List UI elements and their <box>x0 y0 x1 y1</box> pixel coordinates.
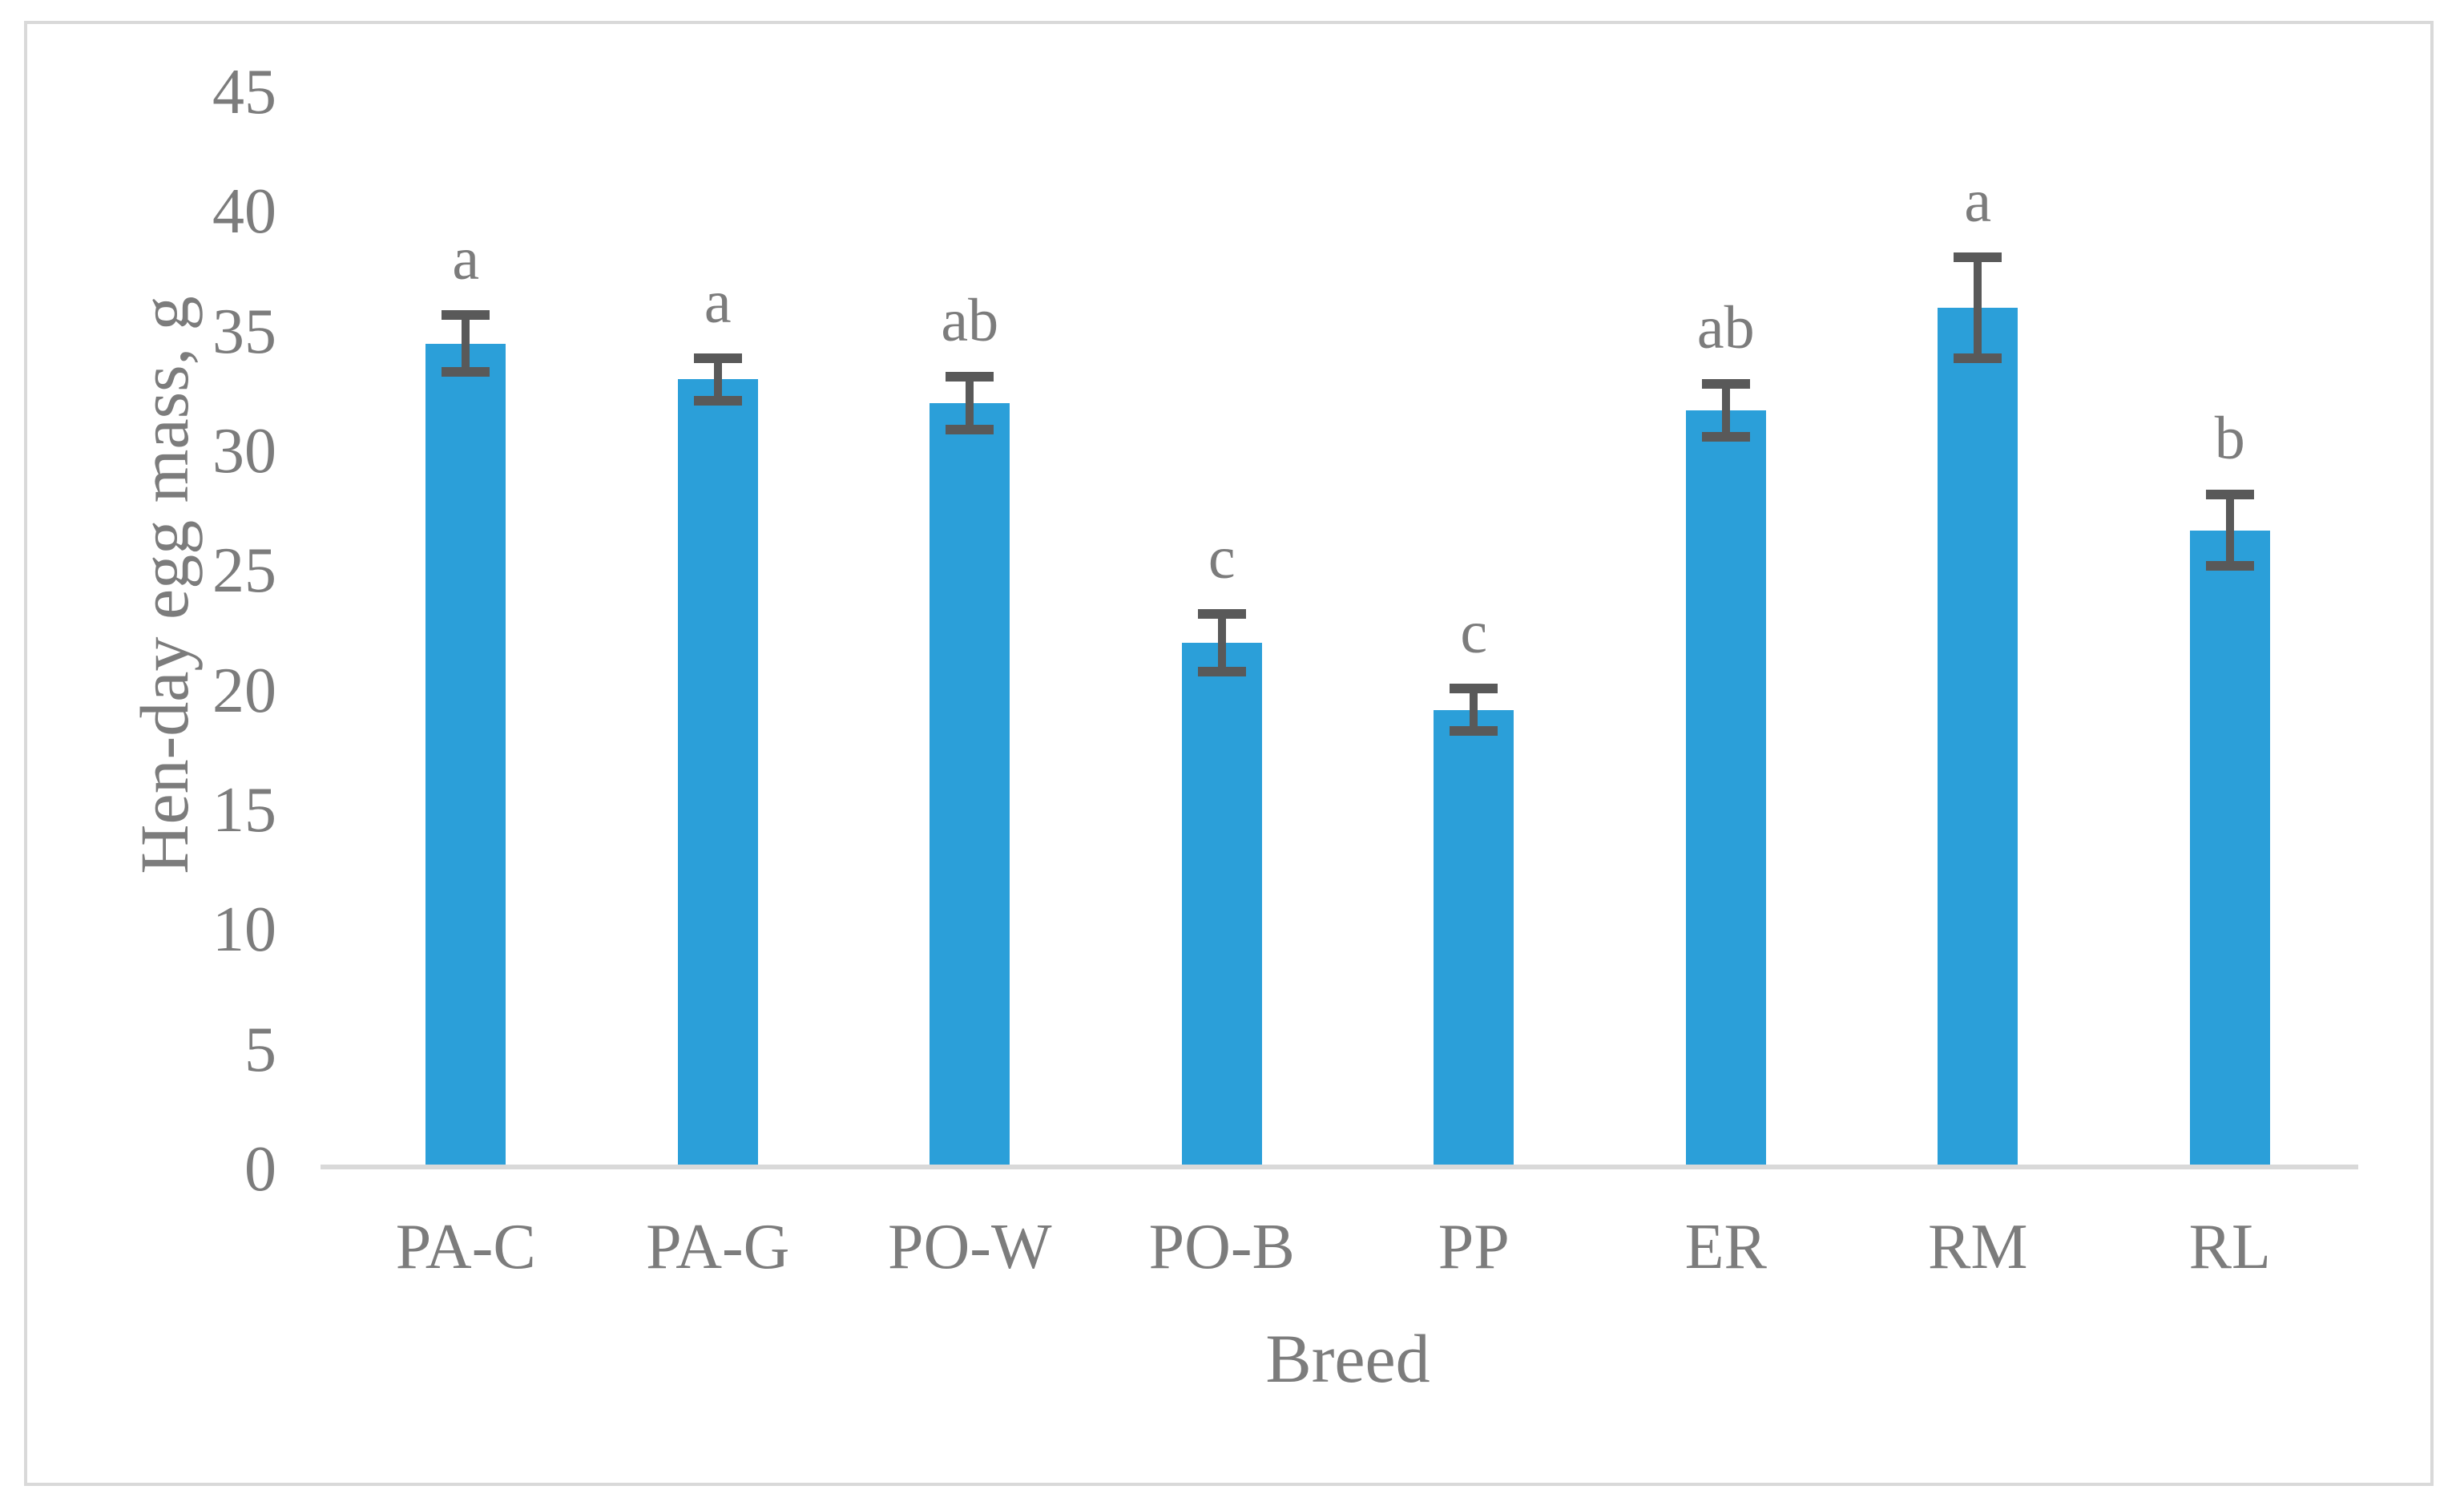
y-tick-label: 25 <box>212 535 276 607</box>
bar <box>1685 410 1766 1169</box>
y-tick-label: 0 <box>244 1134 276 1205</box>
error-bar-cap-bottom <box>1450 726 1498 737</box>
error-bar-line <box>966 377 974 430</box>
error-bar-cap-top <box>693 353 742 363</box>
category-label: RM <box>1928 1212 2028 1282</box>
y-tick-label: 20 <box>212 655 276 726</box>
y-tick-label: 30 <box>212 416 276 487</box>
y-tick-label: 40 <box>212 176 276 248</box>
figure-border <box>24 21 2434 1486</box>
significance-letter: a <box>704 268 732 336</box>
error-bar-cap-bottom <box>1954 353 2002 363</box>
bar <box>677 379 758 1169</box>
bar <box>1938 307 2018 1169</box>
error-bar-line <box>1470 688 1478 732</box>
error-bar-cap-top <box>442 309 490 320</box>
error-bar-line <box>1974 257 1982 358</box>
category-label: PO-W <box>888 1212 1052 1282</box>
error-bar-line <box>713 357 722 402</box>
error-bar-cap-top <box>1450 683 1498 693</box>
bar <box>2189 530 2270 1169</box>
error-bar-cap-bottom <box>2205 561 2254 571</box>
error-bar-cap-top <box>1954 252 2002 263</box>
bar <box>930 403 1010 1169</box>
category-label: RL <box>2188 1212 2271 1282</box>
significance-letter: b <box>2214 404 2245 472</box>
x-axis-title: Breed <box>1265 1320 1430 1397</box>
y-tick-label: 45 <box>212 57 276 127</box>
category-label: ER <box>1684 1212 1767 1282</box>
category-label: PP <box>1438 1212 1510 1282</box>
significance-letter: a <box>452 224 480 293</box>
error-bar-cap-bottom <box>442 367 490 378</box>
significance-letter: c <box>1208 524 1236 592</box>
error-bar-line <box>1217 614 1226 672</box>
error-bar-cap-top <box>1197 609 1246 620</box>
error-bar-line <box>2225 494 2234 567</box>
error-bar-line <box>1721 384 1730 438</box>
significance-letter: a <box>1964 168 1992 236</box>
significance-letter: c <box>1460 598 1488 666</box>
category-label: PA-C <box>395 1212 536 1282</box>
y-tick-label: 5 <box>244 1014 276 1085</box>
significance-letter: ab <box>1696 294 1755 362</box>
y-tick-label: 10 <box>212 894 276 966</box>
y-tick-label: 35 <box>212 296 276 367</box>
error-bar-cap-top <box>2205 489 2254 499</box>
error-bar-line <box>462 314 470 373</box>
error-bar-cap-bottom <box>1197 666 1246 676</box>
bar <box>1181 642 1262 1169</box>
bar <box>425 343 506 1169</box>
error-bar-cap-bottom <box>693 396 742 406</box>
x-axis-line <box>321 1165 2358 1169</box>
error-bar-cap-top <box>946 372 994 382</box>
error-bar-cap-top <box>1701 379 1750 390</box>
category-label: PO-B <box>1148 1212 1295 1282</box>
error-bar-cap-bottom <box>1701 432 1750 442</box>
bar <box>1434 709 1514 1169</box>
y-tick-label: 15 <box>212 775 276 846</box>
significance-letter: ab <box>941 287 999 355</box>
category-label: PA-G <box>646 1212 790 1282</box>
error-bar-cap-bottom <box>946 425 994 435</box>
